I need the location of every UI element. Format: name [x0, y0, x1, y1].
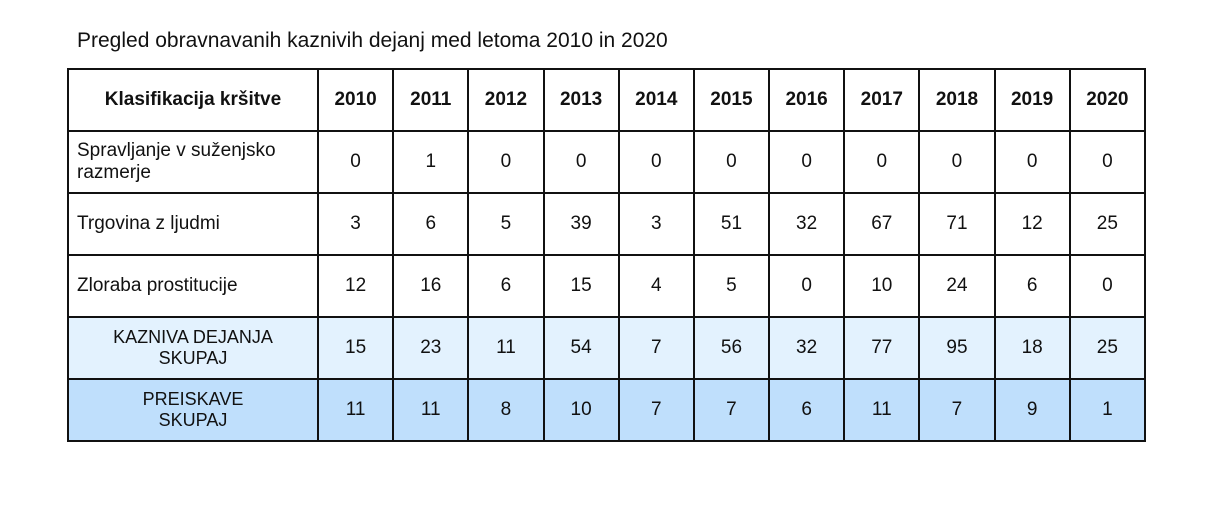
header-year: 2010	[316, 68, 395, 132]
table-cell: 95	[918, 316, 996, 380]
table-cell: 7	[918, 378, 996, 442]
table-cell: 51	[692, 192, 771, 256]
table-cell: 7	[617, 316, 695, 380]
row-label-line1: KAZNIVA DEJANJA	[113, 327, 273, 347]
table-cell: 1	[392, 130, 470, 194]
table-cell: 15	[316, 316, 395, 380]
table-cell: 9	[993, 378, 1071, 442]
table-cell: 67	[843, 192, 921, 256]
table-cell: 6	[768, 378, 846, 442]
header-year: 2018	[918, 68, 996, 132]
table-cell: 11	[392, 378, 470, 442]
table-cell: 0	[768, 254, 846, 318]
header-year: 2012	[467, 68, 545, 132]
row-label: PREISKAVE SKUPAJ	[67, 378, 319, 442]
table-cell: 0	[1068, 130, 1147, 194]
table-cell: 56	[692, 316, 771, 380]
table-cell: 0	[1068, 254, 1147, 318]
table-cell: 0	[843, 130, 921, 194]
table-cell: 5	[467, 192, 545, 256]
header-year: 2015	[692, 68, 771, 132]
header-year: 2016	[768, 68, 846, 132]
header-year: 2020	[1068, 68, 1147, 132]
table-cell: 6	[993, 254, 1071, 318]
table-cell: 6	[467, 254, 545, 318]
table-cell: 0	[467, 130, 545, 194]
table-cell: 0	[542, 130, 620, 194]
table-title: Pregled obravnavanih kaznivih dejanj med…	[77, 29, 668, 52]
table-cell: 5	[692, 254, 771, 318]
row-offenses-total: KAZNIVA DEJANJA SKUPAJ 15 23 11 54 7 56 3…	[67, 316, 1147, 380]
header-year: 2014	[617, 68, 695, 132]
table-cell: 10	[542, 378, 620, 442]
row-label: Spravljanje v suženjsko razmerje	[67, 130, 319, 194]
table-cell: 0	[617, 130, 695, 194]
row-label: KAZNIVA DEJANJA SKUPAJ	[67, 316, 319, 380]
header-year: 2017	[843, 68, 921, 132]
row-label-line2: SKUPAJ	[158, 348, 228, 368]
row-investigations-total: PREISKAVE SKUPAJ 11 11 8 10 7 7 6 11 7 9 …	[67, 378, 1147, 442]
table-cell: 10	[843, 254, 921, 318]
table-cell: 54	[542, 316, 620, 380]
row-slavery: Spravljanje v suženjsko razmerje 0 1 0 0 …	[67, 130, 1147, 194]
row-label-line2: razmerje	[77, 162, 151, 183]
table-cell: 0	[768, 130, 846, 194]
offenses-table: Klasifikacija kršitve 2010 2011 2012 201…	[67, 68, 1147, 442]
table-cell: 25	[1068, 316, 1147, 380]
table-cell: 25	[1068, 192, 1147, 256]
table-cell: 0	[316, 130, 395, 194]
row-label-line1: PREISKAVE	[142, 389, 244, 409]
row-label-line2: SKUPAJ	[158, 410, 228, 430]
table-cell: 7	[617, 378, 695, 442]
table-cell: 32	[768, 192, 846, 256]
header-row: Klasifikacija kršitve 2010 2011 2012 201…	[67, 68, 1147, 132]
table-cell: 4	[617, 254, 695, 318]
table-cell: 24	[918, 254, 996, 318]
header-year: 2011	[392, 68, 470, 132]
table-cell: 0	[692, 130, 771, 194]
header-year: 2019	[993, 68, 1071, 132]
row-label-line1: Spravljanje v suženjsko	[77, 140, 276, 161]
table-cell: 39	[542, 192, 620, 256]
table-cell: 1	[1068, 378, 1147, 442]
table-cell: 3	[316, 192, 395, 256]
table-cell: 23	[392, 316, 470, 380]
table-cell: 3	[617, 192, 695, 256]
row-label: Zloraba prostitucije	[67, 254, 319, 318]
table-cell: 77	[843, 316, 921, 380]
table-cell: 16	[392, 254, 470, 318]
row-prostitution-abuse: Zloraba prostitucije 12 16 6 15 4 5 0 10…	[67, 254, 1147, 318]
table-cell: 15	[542, 254, 620, 318]
table-cell: 12	[993, 192, 1071, 256]
row-human-trafficking: Trgovina z ljudmi 3 6 5 39 3 51 32 67 71…	[67, 192, 1147, 256]
table-cell: 71	[918, 192, 996, 256]
table-cell: 6	[392, 192, 470, 256]
row-label: Trgovina z ljudmi	[67, 192, 319, 256]
table-cell: 7	[692, 378, 771, 442]
table-cell: 18	[993, 316, 1071, 380]
table-cell: 0	[918, 130, 996, 194]
table-cell: 8	[467, 378, 545, 442]
table-cell: 0	[993, 130, 1071, 194]
table-cell: 12	[316, 254, 395, 318]
table-cell: 11	[843, 378, 921, 442]
table-cell: 11	[316, 378, 395, 442]
table-cell: 32	[768, 316, 846, 380]
header-classification: Klasifikacija kršitve	[67, 68, 319, 132]
header-year: 2013	[542, 68, 620, 132]
table-cell: 11	[467, 316, 545, 380]
